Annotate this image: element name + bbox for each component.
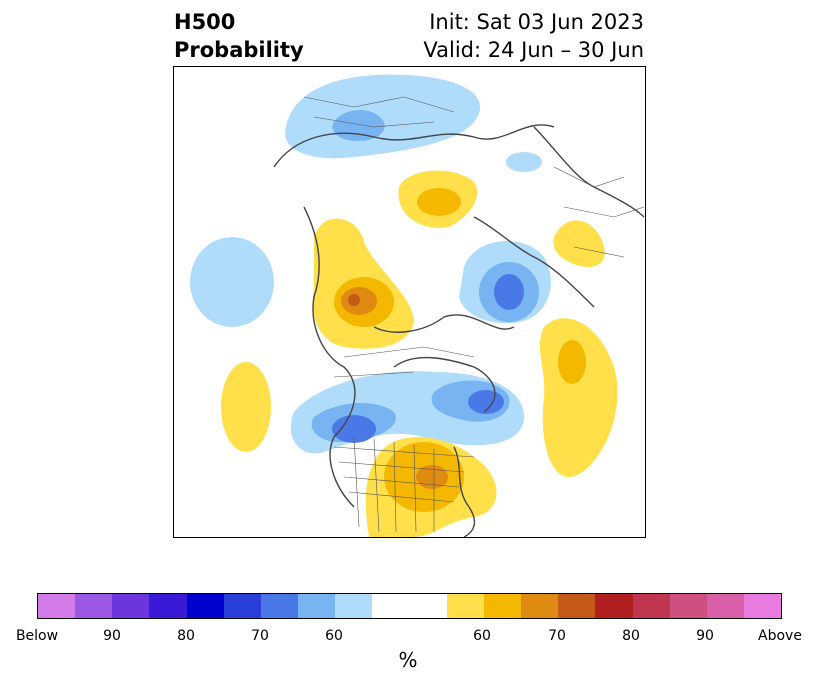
colorbar-swatch xyxy=(298,594,336,618)
map-title-left: H500 Probability xyxy=(174,8,304,64)
colorbar-tick-label: 90 xyxy=(696,628,714,644)
probability-colorbar xyxy=(37,593,782,619)
colorbar-swatch xyxy=(409,594,447,618)
colorbar-swatch xyxy=(112,594,150,618)
colorbar-tick-label: Above xyxy=(758,628,802,644)
colorbar-swatch xyxy=(706,594,744,618)
colorbar-tick-label: 70 xyxy=(251,628,269,644)
colorbar-swatch xyxy=(558,594,596,618)
colorbar-tick-label: Below xyxy=(15,628,59,644)
colorbar-tick-label: 90 xyxy=(103,628,121,644)
above-normal-areas xyxy=(221,170,618,537)
colorbar-swatch xyxy=(223,594,261,618)
colorbar-tick-label: 70 xyxy=(548,628,566,644)
colorbar-swatch xyxy=(483,594,522,618)
probability-map xyxy=(173,66,646,538)
map-canvas xyxy=(190,74,645,537)
colorbar-tick-label: 60 xyxy=(473,628,491,644)
political-boundaries xyxy=(303,96,645,533)
colorbar-swatch xyxy=(335,594,373,618)
colorbar-swatch xyxy=(260,594,299,618)
valid-range-label: Valid: 24 Jun – 30 Jun xyxy=(423,38,644,62)
colorbar-tick-label: 60 xyxy=(325,628,343,644)
title-probability: Probability xyxy=(174,38,304,62)
colorbar-swatch xyxy=(75,594,113,618)
colorbar-tick-label: 80 xyxy=(622,628,640,644)
colorbar-unit-label: % xyxy=(398,648,418,672)
colorbar-swatch xyxy=(595,594,633,618)
map-title-right: Init: Sat 03 Jun 2023 Valid: 24 Jun – 30… xyxy=(423,8,644,64)
below-normal-areas xyxy=(190,74,551,454)
colorbar-swatch xyxy=(632,594,670,618)
title-variable: H500 xyxy=(174,10,236,34)
coastlines xyxy=(273,124,645,537)
colorbar-swatch xyxy=(521,594,559,618)
colorbar-tick-label: 80 xyxy=(177,628,195,644)
colorbar-swatch xyxy=(446,594,484,618)
colorbar-swatch xyxy=(372,594,410,618)
colorbar-swatch xyxy=(38,594,76,618)
colorbar-swatch xyxy=(743,594,782,618)
colorbar-swatch xyxy=(669,594,707,618)
init-date-label: Init: Sat 03 Jun 2023 xyxy=(429,10,644,34)
colorbar-swatch xyxy=(186,594,224,618)
colorbar-swatch xyxy=(149,594,187,618)
